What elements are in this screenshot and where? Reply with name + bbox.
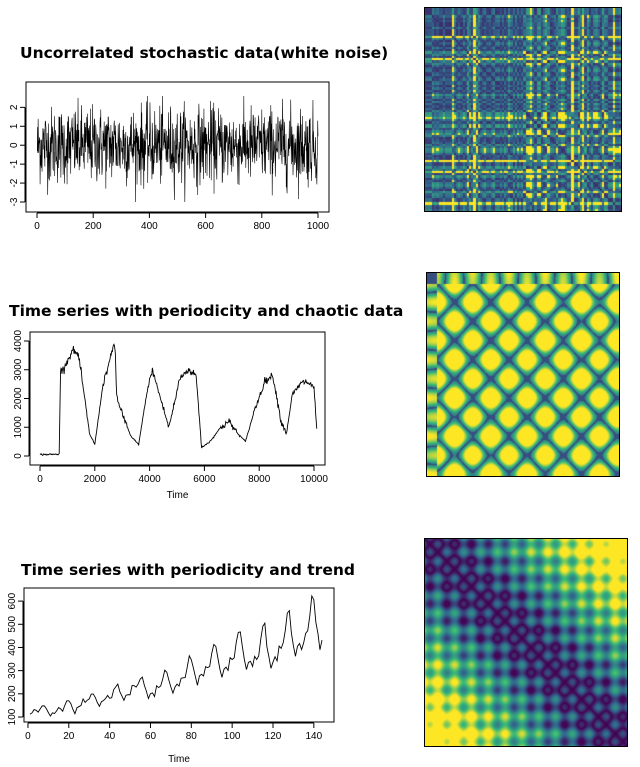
- x-tick-label-chaotic: 2000: [84, 474, 107, 485]
- chaotic-recurrence-plot: [426, 272, 620, 477]
- trend-recurrence-plot: [424, 538, 628, 747]
- x-tick-label-trend: 20: [63, 731, 75, 742]
- x-tick-label-trend: 60: [145, 731, 157, 742]
- y-tick-label-trend: 500: [7, 616, 18, 633]
- chart-title-white-noise: Uncorrelated stochastic data(white noise…: [20, 44, 389, 62]
- series-line-trend: [29, 594, 323, 717]
- x-tick-label-white-noise: 0: [34, 221, 40, 232]
- y-tick-label-chaotic: 2000: [13, 387, 24, 410]
- y-tick-label-trend: 200: [7, 685, 18, 702]
- y-tick-label-white-noise: -3: [9, 197, 20, 206]
- y-tick-label-chaotic: 4000: [13, 329, 24, 352]
- y-tick-label-white-noise: 2: [9, 104, 20, 110]
- x-tick-label-trend: 140: [305, 731, 322, 742]
- x-tick-label-chaotic: 6000: [193, 474, 216, 485]
- x-tick-label-white-noise: 600: [197, 221, 214, 232]
- x-tick-label-chaotic: 8000: [248, 474, 271, 485]
- chart-title-chaotic: Time series with periodicity and chaotic…: [9, 302, 404, 320]
- x-tick-label-trend: 80: [186, 731, 198, 742]
- x-tick-label-white-noise: 1000: [307, 221, 330, 232]
- y-tick-label-chaotic: 3000: [13, 358, 24, 381]
- y-tick-label-chaotic: 1000: [13, 416, 24, 439]
- chart-title-trend: Time series with periodicity and trend: [21, 561, 355, 579]
- x-axis-label-trend: Time: [168, 754, 190, 765]
- x-tick-label-chaotic: 4000: [138, 474, 161, 485]
- plot-frame-chaotic: [29, 331, 326, 466]
- x-axis-label-chaotic: Time: [167, 490, 189, 501]
- x-tick-label-trend: 120: [265, 731, 282, 742]
- y-tick-label-white-noise: -1: [9, 159, 20, 168]
- y-tick-label-trend: 400: [7, 639, 18, 656]
- plot-frame-trend: [23, 587, 335, 723]
- series-line-chaotic: [39, 343, 318, 456]
- x-tick-label-chaotic: 0: [37, 474, 43, 485]
- y-tick-label-trend: 100: [7, 708, 18, 725]
- white-noise-recurrence-plot: [424, 7, 622, 212]
- y-tick-label-white-noise: -2: [9, 178, 20, 187]
- x-tick-label-chaotic: 10000: [300, 474, 328, 485]
- y-tick-label-white-noise: 0: [9, 142, 20, 148]
- plot-frame-white-noise: [25, 81, 330, 213]
- x-tick-label-trend: 40: [104, 731, 116, 742]
- x-tick-label-white-noise: 800: [253, 221, 270, 232]
- x-tick-label-trend: 0: [25, 731, 31, 742]
- y-tick-label-chaotic: 0: [13, 453, 24, 459]
- y-tick-label-trend: 300: [7, 662, 18, 679]
- y-tick-label-white-noise: 1: [9, 123, 20, 129]
- y-tick-label-trend: 600: [7, 592, 18, 609]
- x-tick-label-white-noise: 200: [85, 221, 102, 232]
- x-tick-label-white-noise: 400: [141, 221, 158, 232]
- x-tick-label-trend: 100: [224, 731, 241, 742]
- series-line-white-noise: [36, 95, 319, 203]
